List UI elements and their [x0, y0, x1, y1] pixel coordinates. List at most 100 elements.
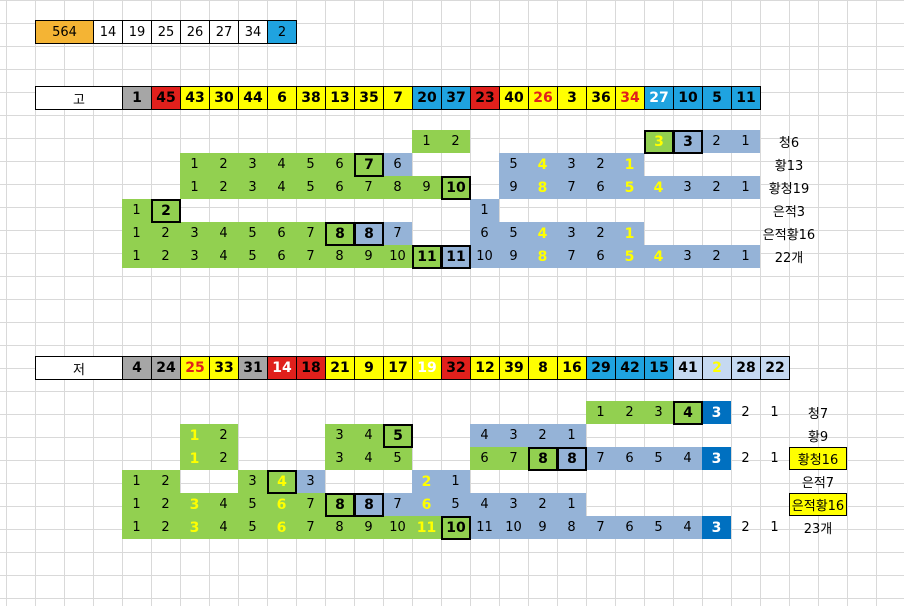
- grid-cell[interactable]: 6: [470, 222, 499, 245]
- grid-cell[interactable]: 6: [615, 516, 644, 539]
- row-label[interactable]: 청6: [778, 136, 800, 151]
- grid-cell[interactable]: 1: [122, 245, 151, 268]
- grid-cell[interactable]: 1: [122, 470, 151, 493]
- grid-cell[interactable]: 1: [441, 470, 470, 493]
- grid-cell[interactable]: 8: [354, 493, 384, 517]
- section-title[interactable]: 저: [35, 356, 123, 380]
- summary-cell-0[interactable]: 564: [35, 20, 94, 44]
- grid-cell[interactable]: 9: [354, 516, 383, 539]
- grid-cell[interactable]: 2: [209, 447, 238, 470]
- grid-cell[interactable]: 2: [151, 222, 180, 245]
- header-number[interactable]: 30: [209, 86, 239, 110]
- grid-cell[interactable]: 4: [267, 153, 296, 176]
- grid-cell[interactable]: 2: [615, 401, 644, 424]
- grid-cell[interactable]: 3: [673, 130, 703, 154]
- grid-cell[interactable]: 1: [731, 176, 760, 199]
- grid-cell[interactable]: 4: [209, 245, 238, 268]
- header-number[interactable]: 43: [180, 86, 210, 110]
- row-label[interactable]: 은적황16: [762, 228, 816, 243]
- grid-cell[interactable]: 4: [644, 176, 673, 199]
- grid-cell[interactable]: 8: [383, 176, 412, 199]
- grid-cell[interactable]: 1: [122, 199, 151, 222]
- header-number[interactable]: 14: [267, 356, 297, 380]
- grid-cell[interactable]: 1: [731, 130, 760, 153]
- header-number[interactable]: 10: [673, 86, 703, 110]
- grid-cell[interactable]: 1: [615, 222, 644, 245]
- grid-cell[interactable]: 9: [499, 245, 528, 268]
- header-number[interactable]: 22: [760, 356, 790, 380]
- grid-cell[interactable]: 7: [586, 516, 615, 539]
- grid-cell[interactable]: 1: [122, 222, 151, 245]
- grid-cell[interactable]: 4: [209, 493, 238, 516]
- grid-cell[interactable]: 5: [499, 222, 528, 245]
- grid-cell[interactable]: 2: [209, 176, 238, 199]
- grid-cell[interactable]: 1: [412, 130, 441, 153]
- grid-cell[interactable]: 3: [557, 222, 586, 245]
- grid-cell[interactable]: 7: [296, 245, 325, 268]
- grid-cell[interactable]: 11: [412, 245, 442, 269]
- grid-cell[interactable]: 1: [586, 401, 615, 424]
- row-label[interactable]: 은적황16: [789, 493, 847, 516]
- grid-cell[interactable]: 5: [499, 153, 528, 176]
- header-number[interactable]: 20: [412, 86, 442, 110]
- grid-cell[interactable]: 4: [673, 447, 702, 470]
- grid-cell[interactable]: 5: [238, 516, 267, 539]
- row-label[interactable]: 황청19: [768, 182, 810, 197]
- header-number[interactable]: 9: [354, 356, 384, 380]
- grid-cell[interactable]: 9: [354, 245, 383, 268]
- row-label[interactable]: 황9: [807, 430, 829, 445]
- grid-cell[interactable]: 1: [180, 176, 209, 199]
- header-number[interactable]: 16: [557, 356, 587, 380]
- grid-cell[interactable]: 5: [296, 153, 325, 176]
- grid-cell[interactable]: 4: [354, 424, 383, 447]
- grid-cell[interactable]: 2: [412, 470, 441, 493]
- header-number[interactable]: 25: [180, 356, 210, 380]
- grid-cell[interactable]: 3: [296, 470, 325, 493]
- grid-cell[interactable]: 5: [441, 493, 470, 516]
- header-number[interactable]: 12: [470, 356, 500, 380]
- grid-cell[interactable]: 7: [557, 245, 586, 268]
- grid-cell[interactable]: 3: [702, 401, 731, 424]
- grid-cell[interactable]: 2: [151, 470, 180, 493]
- grid-cell[interactable]: 2: [586, 222, 615, 245]
- header-number[interactable]: 29: [586, 356, 616, 380]
- grid-cell[interactable]: 1: [557, 493, 586, 516]
- grid-cell[interactable]: 4: [354, 447, 383, 470]
- grid-cell[interactable]: 2: [209, 153, 238, 176]
- grid-cell[interactable]: 5: [238, 222, 267, 245]
- grid-cell[interactable]: 7: [557, 176, 586, 199]
- grid-cell[interactable]: 3: [238, 470, 267, 493]
- header-number[interactable]: 45: [151, 86, 181, 110]
- header-number[interactable]: 1: [122, 86, 152, 110]
- grid-cell[interactable]: 9: [499, 176, 528, 199]
- grid-cell[interactable]: 2: [151, 245, 180, 268]
- header-number[interactable]: 8: [528, 356, 558, 380]
- grid-cell[interactable]: 2: [702, 176, 731, 199]
- row-label[interactable]: 은적7: [801, 476, 835, 491]
- grid-cell[interactable]: 2: [209, 424, 238, 447]
- grid-cell[interactable]: 2: [702, 245, 731, 268]
- summary-cell-5[interactable]: 27: [209, 20, 239, 44]
- summary-cell-1[interactable]: 14: [93, 20, 123, 44]
- grid-cell[interactable]: 5: [238, 245, 267, 268]
- header-number[interactable]: 42: [615, 356, 645, 380]
- grid-cell[interactable]: 8: [325, 493, 355, 517]
- grid-cell[interactable]: 2: [741, 520, 750, 535]
- grid-cell[interactable]: 3: [557, 153, 586, 176]
- grid-cell[interactable]: 5: [644, 516, 673, 539]
- grid-cell[interactable]: 8: [528, 245, 557, 268]
- grid-cell[interactable]: 9: [528, 516, 557, 539]
- grid-cell[interactable]: 1: [122, 516, 151, 539]
- grid-cell[interactable]: 1: [770, 405, 779, 420]
- grid-cell[interactable]: 3: [180, 493, 209, 516]
- grid-cell[interactable]: 4: [470, 424, 499, 447]
- header-number[interactable]: 23: [470, 86, 500, 110]
- section-title[interactable]: 고: [35, 86, 123, 110]
- grid-cell[interactable]: 6: [325, 176, 354, 199]
- grid-cell[interactable]: 4: [470, 493, 499, 516]
- grid-cell[interactable]: 2: [151, 493, 180, 516]
- row-label[interactable]: 황청16: [789, 447, 847, 470]
- grid-cell[interactable]: 2: [528, 424, 557, 447]
- grid-cell[interactable]: 10: [441, 176, 471, 200]
